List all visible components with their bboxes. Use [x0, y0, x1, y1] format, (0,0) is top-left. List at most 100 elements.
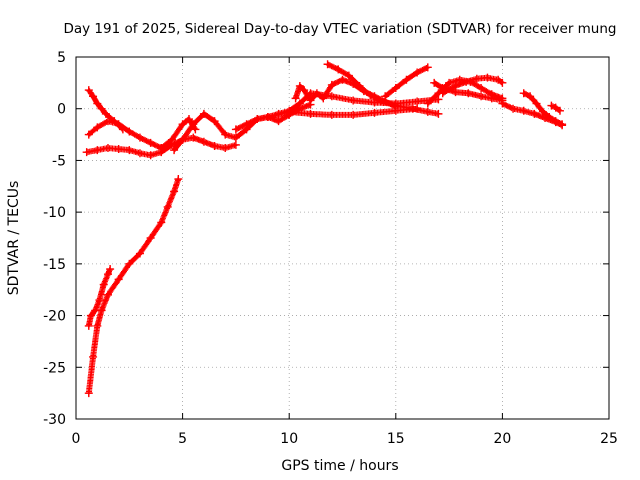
- data-point: [413, 68, 422, 77]
- data-point: [381, 92, 390, 101]
- data-point: [274, 117, 283, 126]
- data-point: [413, 97, 422, 106]
- data-point: [370, 108, 379, 117]
- data-point: [349, 110, 358, 119]
- data-point: [295, 81, 304, 90]
- chart-title: Day 191 of 2025, Sidereal Day-to-day VTE…: [63, 21, 616, 37]
- data-point: [82, 148, 91, 157]
- data-point: [157, 144, 166, 153]
- series-arc2: [84, 265, 115, 330]
- data-point: [184, 115, 193, 124]
- data-point: [462, 77, 471, 86]
- data-point: [178, 120, 187, 129]
- data-point: [89, 92, 98, 101]
- data-point: [125, 259, 134, 268]
- data-point: [306, 109, 315, 118]
- data-point: [221, 144, 230, 153]
- data-point: [84, 389, 93, 398]
- data-point: [532, 99, 541, 108]
- data-point: [93, 146, 102, 155]
- data-point: [423, 99, 432, 108]
- data-point: [210, 117, 219, 126]
- y-tick-label: -30: [43, 412, 66, 428]
- data-point: [93, 99, 102, 108]
- series-arc12: [423, 75, 507, 108]
- data-point: [135, 149, 144, 158]
- data-point: [509, 104, 518, 113]
- data-point: [423, 107, 432, 116]
- data-point: [285, 107, 294, 116]
- plot-frame: [75, 56, 610, 420]
- data-series: [82, 60, 567, 398]
- y-axis: 5 0 -5 -10 -15 -20 -25 -30: [43, 50, 609, 428]
- y-axis-label: SDTVAR / TECUs: [6, 181, 22, 296]
- data-point: [391, 101, 400, 110]
- data-point: [157, 218, 166, 227]
- data-point: [189, 120, 198, 129]
- data-point: [97, 104, 106, 113]
- data-point: [306, 96, 315, 105]
- data-point: [300, 86, 309, 95]
- data-point: [106, 265, 115, 274]
- data-point: [84, 86, 93, 95]
- data-point: [483, 73, 492, 82]
- x-axis-label: GPS time / hours: [281, 458, 398, 474]
- series-arc8: [263, 104, 422, 121]
- data-point: [498, 78, 507, 87]
- data-point: [334, 65, 343, 74]
- data-point: [344, 71, 353, 80]
- data-point: [551, 117, 560, 126]
- data-point: [221, 130, 230, 139]
- series-trace: [85, 176, 182, 397]
- x-tick-label: 15: [387, 431, 405, 447]
- data-point: [519, 89, 528, 98]
- y-tick-label: -5: [52, 153, 66, 169]
- data-point: [174, 175, 183, 184]
- data-point: [338, 75, 347, 84]
- series-arc14: [430, 78, 507, 105]
- data-point: [178, 135, 187, 144]
- data-point: [189, 133, 198, 142]
- y-tick-label: 0: [57, 102, 66, 118]
- data-point: [93, 321, 102, 330]
- x-tick-label: 10: [280, 431, 298, 447]
- data-point: [295, 99, 304, 108]
- data-point: [430, 78, 439, 87]
- data-point: [438, 84, 447, 93]
- data-point: [103, 290, 112, 299]
- data-point: [253, 115, 262, 124]
- x-tick-label: 5: [178, 431, 187, 447]
- data-point: [191, 125, 200, 134]
- data-point: [93, 123, 102, 132]
- data-point: [477, 84, 486, 93]
- data-point: [472, 74, 481, 83]
- series-arc13: [438, 73, 507, 98]
- data-point: [242, 120, 251, 129]
- data-point: [146, 234, 155, 242]
- series-arc5: [84, 86, 127, 134]
- data-point: [231, 133, 240, 142]
- y-tick-label: -20: [43, 309, 66, 325]
- series-trace: [85, 116, 199, 151]
- data-point: [231, 125, 240, 134]
- data-point: [530, 109, 539, 118]
- data-point: [170, 187, 179, 196]
- data-point: [263, 112, 272, 121]
- data-point: [86, 311, 95, 320]
- data-point: [125, 146, 134, 155]
- data-point: [99, 280, 108, 289]
- data-point: [135, 133, 144, 142]
- data-point: [84, 130, 93, 139]
- series-arc11: [381, 63, 432, 101]
- data-point: [547, 101, 556, 110]
- series-arc3: [82, 133, 240, 160]
- series-arc16: [519, 89, 567, 129]
- data-point: [312, 89, 321, 98]
- y-tick-label: -25: [43, 360, 66, 376]
- data-point: [551, 103, 560, 112]
- data-point: [477, 92, 486, 101]
- x-tick-label: 20: [493, 431, 511, 447]
- x-tick-label: 25: [600, 431, 618, 447]
- data-point: [408, 104, 417, 113]
